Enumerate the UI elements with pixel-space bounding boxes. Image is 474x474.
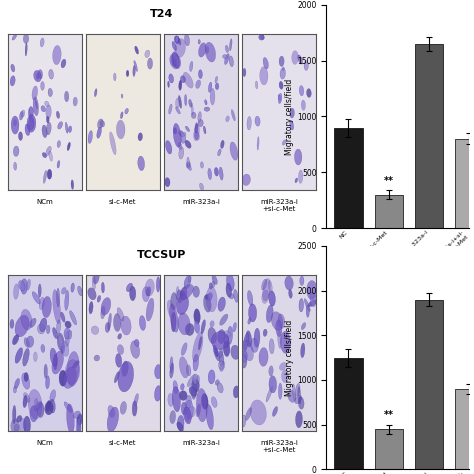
Text: miR-323a-i: miR-323a-i: [182, 440, 220, 446]
Bar: [374, 194, 403, 228]
Bar: [374, 429, 403, 469]
Bar: [415, 300, 443, 469]
Text: TCCSUP: TCCSUP: [137, 250, 187, 260]
Text: si-c-Met: si-c-Met: [109, 199, 137, 205]
Y-axis label: Migratory cells/field: Migratory cells/field: [285, 78, 294, 155]
Bar: [455, 389, 474, 469]
Bar: [334, 357, 363, 469]
Text: miR-323a-i
+si-c-Met: miR-323a-i +si-c-Met: [260, 199, 298, 212]
Y-axis label: Migratory cells/field: Migratory cells/field: [285, 319, 294, 396]
Bar: [455, 139, 474, 228]
Text: si-c-Met: si-c-Met: [109, 440, 137, 446]
Bar: [334, 128, 363, 228]
Text: **: **: [383, 176, 394, 186]
Text: miR-323a-i: miR-323a-i: [182, 199, 220, 205]
Text: T24: T24: [150, 9, 174, 19]
Text: miR-323a-i
+si-c-Met: miR-323a-i +si-c-Met: [260, 440, 298, 453]
Text: NCm: NCm: [36, 199, 53, 205]
Bar: [415, 44, 443, 228]
Text: NCm: NCm: [36, 440, 53, 446]
Text: **: **: [383, 410, 394, 420]
